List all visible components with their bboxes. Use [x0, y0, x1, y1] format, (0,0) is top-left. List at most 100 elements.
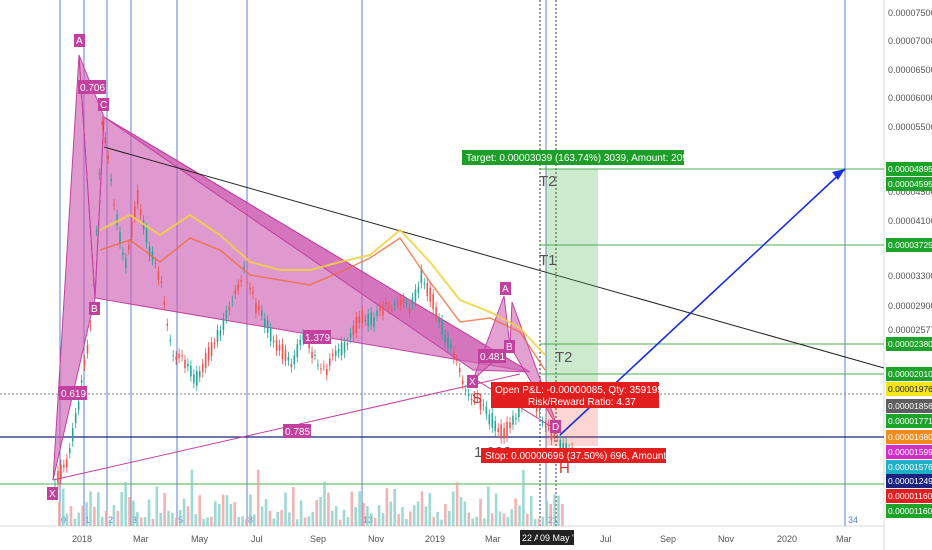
- volume-bar: [412, 505, 416, 526]
- candle-body: [184, 360, 186, 368]
- volume-bar: [428, 492, 432, 526]
- candle-body: [467, 393, 470, 396]
- candle-body: [263, 318, 266, 328]
- cycle-label: 21: [548, 515, 558, 525]
- pattern-points: A C B X X A B D: [47, 34, 561, 500]
- candle-body: [423, 283, 426, 285]
- candle-body: [275, 339, 278, 351]
- volume-bar: [307, 516, 311, 526]
- candle-body: [334, 350, 337, 357]
- price-label-box: [886, 238, 932, 252]
- volume-bar: [303, 517, 307, 526]
- candle-body: [154, 262, 157, 264]
- candle-body: [258, 305, 260, 311]
- candle-body: [240, 280, 242, 282]
- volume-bar: [479, 498, 482, 526]
- candle-body: [163, 301, 166, 305]
- candle-body: [311, 351, 313, 359]
- candle-body: [328, 358, 331, 366]
- volume-bar: [358, 491, 361, 526]
- price-label-box: [886, 445, 932, 459]
- candle-body: [323, 365, 325, 367]
- volume-bar: [315, 499, 318, 526]
- fibonacci-time-lines: [59, 0, 846, 526]
- volume-bar: [93, 506, 96, 526]
- price-label-box: [886, 382, 932, 396]
- ratio-label: 1.379: [305, 333, 330, 344]
- volume-bar: [198, 495, 201, 526]
- candle-body: [204, 352, 207, 369]
- candle-body: [450, 344, 452, 348]
- candle-body: [379, 307, 381, 312]
- volume-bar: [373, 517, 377, 526]
- volume-bar: [163, 492, 166, 526]
- price-label-text: 0.00001771: [888, 416, 932, 426]
- svg-text:Stop: 0.00000696 (37.50%) 696,: Stop: 0.00000696 (37.50%) 696, Amount: 7…: [485, 451, 689, 462]
- volume-bar: [323, 481, 326, 526]
- price-label-text: 0.00001576: [888, 462, 932, 472]
- volume-bar: [451, 491, 455, 526]
- svg-text:May: May: [191, 534, 209, 544]
- price-label-text: 0.00001680: [888, 432, 932, 442]
- candle-body: [252, 291, 254, 294]
- volume-bar: [444, 504, 447, 526]
- candle-body: [128, 244, 130, 250]
- volume-bar: [463, 501, 467, 526]
- volume-bar: [518, 505, 521, 526]
- candle-body: [166, 323, 169, 326]
- candle-body: [500, 424, 502, 439]
- volume-bar: [256, 469, 260, 526]
- volume-bar: [139, 517, 143, 526]
- candle-body: [281, 343, 284, 360]
- volume-bar: [533, 519, 537, 526]
- candle-body: [308, 341, 310, 349]
- volume-bar: [502, 513, 506, 526]
- candle-body: [196, 370, 198, 386]
- volume-bar: [124, 482, 127, 526]
- x-axis: 2018 Mar May Jul Sep Nov 2019 Mar Jul Se…: [72, 530, 852, 545]
- candle-body: [346, 343, 349, 346]
- candle-body: [326, 368, 328, 376]
- price-label-box: [886, 474, 932, 488]
- svg-text:Nov: Nov: [368, 534, 385, 544]
- candle-body: [98, 173, 101, 175]
- candle-body: [550, 431, 553, 440]
- candle-body: [89, 325, 92, 327]
- candle-body: [429, 287, 432, 302]
- volume-bar: [338, 519, 342, 526]
- candle-body: [133, 206, 136, 219]
- candle-body: [314, 354, 316, 356]
- candle-body: [228, 306, 231, 311]
- volume-bar: [537, 518, 541, 526]
- volume-bar: [424, 506, 428, 526]
- h-label: H: [559, 460, 570, 477]
- volume-bar: [529, 496, 533, 526]
- candle-body: [272, 340, 275, 343]
- volume-bar: [498, 511, 502, 526]
- volume-bar: [354, 507, 357, 526]
- volume-bar: [370, 513, 373, 526]
- candle-body: [393, 303, 396, 306]
- candle-body: [104, 136, 107, 144]
- volume-bar: [260, 506, 264, 526]
- volume-bar: [510, 509, 513, 526]
- volume-bar: [171, 512, 174, 526]
- volume-bar: [65, 513, 69, 526]
- volume-bar: [120, 492, 123, 526]
- candle-body: [181, 355, 183, 357]
- volume-bar: [77, 512, 81, 526]
- candle-body: [136, 189, 139, 205]
- candle-body: [515, 418, 517, 420]
- candle-body: [414, 289, 417, 302]
- svg-text:2020: 2020: [777, 534, 797, 544]
- svg-text:Sep: Sep: [310, 534, 326, 544]
- svg-text:0.00004100: 0.00004100: [888, 216, 932, 226]
- candle-body: [391, 309, 393, 311]
- volume-bar: [432, 516, 435, 526]
- candle-body: [216, 329, 219, 343]
- volume-bar: [81, 505, 84, 526]
- candle-body: [405, 302, 408, 304]
- candle-body: [231, 300, 234, 302]
- candle-body: [349, 332, 352, 339]
